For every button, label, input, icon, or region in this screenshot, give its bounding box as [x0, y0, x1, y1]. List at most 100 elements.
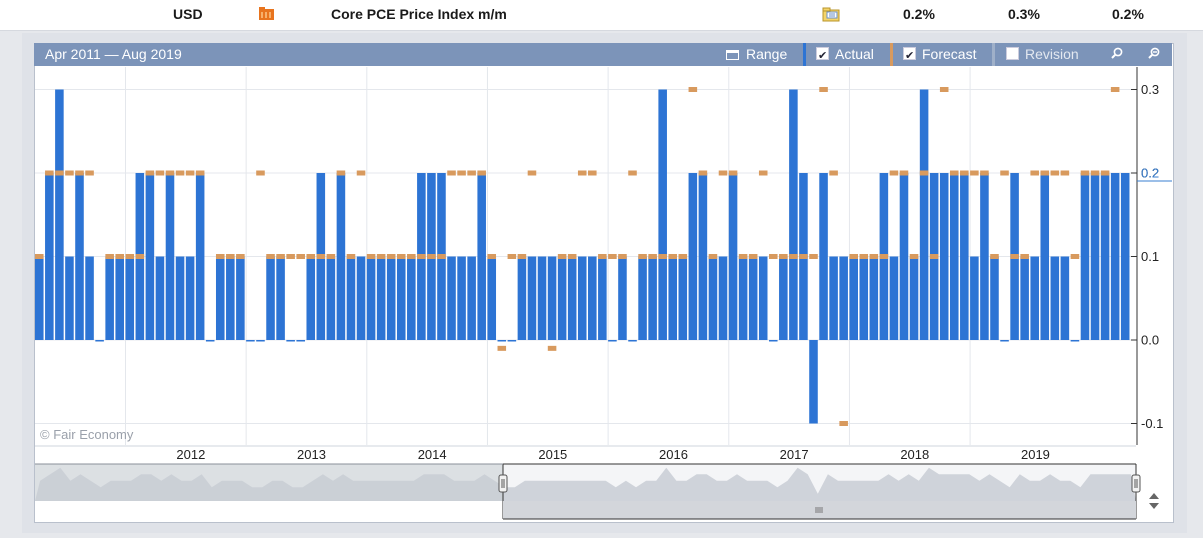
forecast-marker — [929, 254, 939, 259]
forecast-marker — [1060, 170, 1070, 176]
actual-bar — [155, 256, 165, 340]
actual-bar — [1060, 256, 1070, 340]
forecast-marker — [396, 254, 406, 259]
high-impact-folder-icon — [259, 7, 274, 20]
actual-bar — [115, 256, 124, 340]
actual-bar — [648, 256, 657, 340]
forecast-marker — [236, 254, 245, 259]
actual-bar — [487, 256, 497, 340]
actual-bar — [336, 173, 346, 340]
actual-bar — [909, 256, 919, 340]
forecast-marker — [859, 254, 869, 259]
forecast-marker — [185, 170, 195, 176]
forecast-marker — [497, 345, 507, 351]
y-tick-label: 0.3 — [1141, 82, 1159, 97]
forecast-marker — [105, 254, 114, 259]
forecast-toggle[interactable]: Forecast — [903, 43, 976, 68]
forecast-marker — [678, 254, 688, 259]
actual-bar — [95, 340, 104, 342]
forecast-marker — [35, 254, 44, 259]
navigator-handle[interactable] — [498, 474, 508, 493]
forecast-marker — [809, 254, 818, 259]
forecast-marker — [1070, 254, 1080, 259]
forecast-marker — [477, 170, 486, 176]
scroll-arrows-icon[interactable] — [1147, 490, 1161, 512]
actual-checkbox[interactable] — [816, 45, 829, 68]
actual-toggle[interactable]: Actual — [816, 43, 874, 68]
watermark: © Fair Economy — [40, 427, 134, 442]
forecast-marker — [115, 254, 124, 259]
forecast-marker — [748, 254, 758, 259]
forecast-marker — [1110, 87, 1120, 92]
forecast-marker — [226, 254, 235, 259]
forecast-marker — [758, 170, 768, 176]
revision-checkbox[interactable] — [1006, 47, 1019, 60]
actual-bar — [286, 340, 295, 342]
actual-bar — [477, 173, 486, 340]
actual-bar — [1090, 173, 1100, 340]
forecast-marker — [939, 87, 949, 92]
actual-bar — [497, 340, 507, 342]
forecast-marker — [779, 254, 788, 259]
forecast-marker — [608, 254, 617, 259]
actual-bar — [939, 173, 949, 340]
actual-bar — [145, 173, 155, 340]
detail-folder-icon[interactable] — [822, 6, 840, 22]
range-button[interactable]: Range — [726, 43, 787, 66]
date-range-label: Apr 2011 — Aug 2019 — [45, 46, 182, 62]
actual-bar — [517, 256, 527, 340]
forecast-marker — [386, 254, 396, 259]
y-tick-label: 0.2 — [1141, 166, 1159, 181]
forecast-marker — [638, 254, 647, 259]
actual-bar — [1020, 256, 1029, 340]
forecast-marker — [1000, 170, 1009, 176]
year-label: 2017 — [780, 447, 809, 462]
forecast-marker — [708, 254, 718, 259]
actual-bar — [1120, 173, 1130, 340]
actual-bar — [376, 256, 386, 340]
forecast-marker — [738, 254, 748, 259]
navigator[interactable] — [35, 463, 1141, 520]
actual-bar — [668, 256, 678, 340]
forecast-marker — [256, 170, 265, 176]
actual-bar — [1050, 256, 1060, 340]
year-label: 2014 — [418, 447, 447, 462]
forecast-marker — [618, 254, 627, 259]
actual-bar — [386, 256, 396, 340]
actual-bar — [256, 340, 265, 342]
forecast-marker — [45, 170, 54, 176]
actual-bar — [678, 256, 688, 340]
year-label: 2016 — [659, 447, 688, 462]
forecast-marker — [1080, 170, 1090, 176]
forecast-marker — [869, 254, 879, 259]
actual-bar — [296, 340, 305, 342]
forecast-checkbox[interactable] — [903, 45, 916, 68]
actual-bar — [266, 256, 275, 340]
y-tick-label: -0.1 — [1141, 416, 1163, 431]
actual-bar — [809, 340, 818, 424]
forecast-marker — [457, 170, 466, 176]
forecast-marker — [195, 170, 205, 176]
zoom-in-icon[interactable] — [1111, 47, 1123, 59]
forecast-marker — [658, 254, 667, 259]
event-title[interactable]: Core PCE Price Index m/m — [331, 6, 507, 22]
forecast-marker — [467, 170, 476, 176]
navigator-mask — [35, 464, 503, 501]
year-label: 2013 — [297, 447, 326, 462]
revision-toggle[interactable]: Revision — [1006, 43, 1079, 66]
zoom-out-icon[interactable] — [1148, 47, 1160, 59]
forecast-marker — [728, 170, 738, 176]
navigator-handle[interactable] — [1131, 474, 1141, 493]
currency-label: USD — [173, 6, 203, 22]
forecast-marker — [336, 170, 346, 176]
forecast-marker — [527, 170, 537, 176]
actual-bar — [366, 256, 376, 340]
forecast-marker — [306, 254, 316, 259]
forecast-marker — [889, 170, 899, 176]
actual-bars — [35, 89, 1130, 424]
actual-bar — [819, 173, 828, 340]
forecast-marker — [487, 254, 497, 259]
year-label: 2015 — [538, 447, 567, 462]
forecast-marker — [55, 170, 64, 176]
actual-bar — [55, 89, 64, 340]
